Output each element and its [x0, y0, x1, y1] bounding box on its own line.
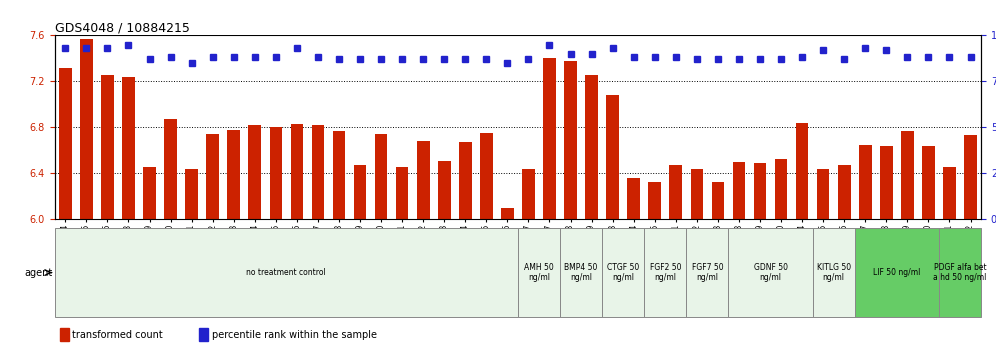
- Bar: [690, 169, 703, 219]
- Bar: [607, 95, 619, 219]
- FancyBboxPatch shape: [518, 228, 560, 317]
- Bar: [859, 145, 872, 219]
- FancyBboxPatch shape: [855, 228, 939, 317]
- Bar: [880, 146, 892, 219]
- Bar: [270, 127, 282, 219]
- Bar: [586, 75, 598, 219]
- Bar: [648, 182, 661, 219]
- Bar: [60, 328, 69, 341]
- Text: percentile rank within the sample: percentile rank within the sample: [212, 330, 376, 339]
- Text: BMP4 50
ng/ml: BMP4 50 ng/ml: [565, 263, 598, 282]
- Bar: [227, 130, 240, 219]
- Bar: [374, 134, 387, 219]
- Bar: [754, 163, 766, 219]
- Text: CTGF 50
ng/ml: CTGF 50 ng/ml: [607, 263, 639, 282]
- FancyBboxPatch shape: [813, 228, 855, 317]
- Text: agent: agent: [25, 268, 53, 278]
- Bar: [733, 162, 745, 219]
- Bar: [901, 131, 913, 219]
- Bar: [838, 165, 851, 219]
- Text: transformed count: transformed count: [72, 330, 163, 339]
- Bar: [775, 159, 788, 219]
- FancyBboxPatch shape: [686, 228, 728, 317]
- Bar: [417, 141, 429, 219]
- Bar: [354, 165, 367, 219]
- Bar: [291, 124, 303, 219]
- Text: FGF7 50
ng/ml: FGF7 50 ng/ml: [691, 263, 723, 282]
- Bar: [943, 167, 956, 219]
- FancyBboxPatch shape: [939, 228, 981, 317]
- Bar: [522, 169, 535, 219]
- Bar: [627, 178, 640, 219]
- FancyBboxPatch shape: [560, 228, 603, 317]
- Text: FGF2 50
ng/ml: FGF2 50 ng/ml: [649, 263, 681, 282]
- Bar: [333, 131, 346, 219]
- Bar: [964, 136, 977, 219]
- Text: PDGF alfa bet
a hd 50 ng/ml: PDGF alfa bet a hd 50 ng/ml: [933, 263, 987, 282]
- Bar: [185, 169, 198, 219]
- Bar: [102, 75, 114, 219]
- Bar: [711, 182, 724, 219]
- FancyBboxPatch shape: [603, 228, 644, 317]
- Bar: [796, 123, 809, 219]
- FancyBboxPatch shape: [728, 228, 813, 317]
- Bar: [501, 208, 514, 219]
- Bar: [480, 133, 493, 219]
- Bar: [206, 134, 219, 219]
- Bar: [59, 68, 72, 219]
- Bar: [565, 61, 577, 219]
- Bar: [438, 161, 450, 219]
- Bar: [123, 77, 134, 219]
- Bar: [164, 119, 177, 219]
- Bar: [248, 125, 261, 219]
- Text: GDS4048 / 10884215: GDS4048 / 10884215: [55, 21, 189, 34]
- Text: AMH 50
ng/ml: AMH 50 ng/ml: [524, 263, 554, 282]
- FancyBboxPatch shape: [55, 228, 518, 317]
- Text: LIF 50 ng/ml: LIF 50 ng/ml: [873, 268, 920, 277]
- Bar: [312, 125, 325, 219]
- Bar: [922, 146, 935, 219]
- Bar: [80, 39, 93, 219]
- Bar: [143, 167, 155, 219]
- Bar: [669, 165, 682, 219]
- Bar: [543, 58, 556, 219]
- Text: KITLG 50
ng/ml: KITLG 50 ng/ml: [817, 263, 851, 282]
- Bar: [199, 328, 208, 341]
- Bar: [459, 142, 472, 219]
- Bar: [817, 169, 830, 219]
- Bar: [395, 167, 408, 219]
- Text: no treatment control: no treatment control: [246, 268, 327, 277]
- Text: GDNF 50
ng/ml: GDNF 50 ng/ml: [754, 263, 788, 282]
- FancyBboxPatch shape: [644, 228, 686, 317]
